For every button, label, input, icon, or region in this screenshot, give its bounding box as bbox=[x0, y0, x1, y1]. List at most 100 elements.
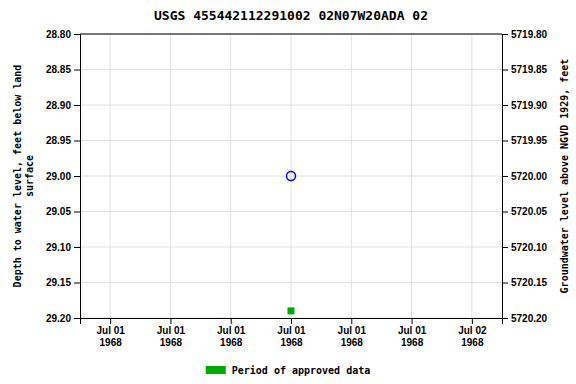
tick-label: Jul 011968 bbox=[398, 325, 427, 348]
tick-mark bbox=[291, 318, 292, 324]
tick-mark bbox=[74, 247, 80, 248]
title: USGS 455442112291002 02N07W20ADA 02 bbox=[154, 8, 428, 23]
tick-label: Jul 011968 bbox=[157, 325, 186, 348]
tick-label: 5719.80 bbox=[511, 29, 548, 40]
tick: 5720.20 bbox=[502, 313, 548, 324]
tick: 5719.80 bbox=[502, 29, 548, 40]
tick-label-line: Jul 02 bbox=[458, 325, 487, 336]
marks bbox=[287, 172, 296, 315]
grid-line bbox=[411, 34, 412, 318]
point bbox=[288, 307, 295, 314]
tick-mark bbox=[74, 212, 80, 213]
tick: 5720.10 bbox=[502, 242, 548, 253]
frame-line bbox=[80, 34, 502, 35]
tick-label: 28.85 bbox=[46, 64, 71, 75]
tick-label: Jul 011968 bbox=[96, 325, 125, 348]
tick-label: 28.95 bbox=[46, 135, 71, 146]
tick-mark bbox=[74, 34, 80, 35]
tick-mark bbox=[74, 176, 80, 177]
tick-mark bbox=[170, 318, 171, 324]
tick: Jul 011968 bbox=[96, 318, 125, 348]
tick-label: Jul 021968 bbox=[458, 325, 487, 348]
tick-label: 5720.05 bbox=[511, 206, 548, 217]
legend-item: Period of approved data bbox=[206, 365, 370, 376]
tick-mark bbox=[502, 283, 508, 284]
tick-label-line: Jul 01 bbox=[398, 325, 427, 336]
tick-label-line: Jul 01 bbox=[217, 325, 246, 336]
tick: 28.85 bbox=[46, 64, 80, 75]
tick-mark bbox=[412, 318, 413, 324]
tick: 29.00 bbox=[46, 171, 80, 182]
tick-mark bbox=[502, 212, 508, 213]
tick: Jul 011968 bbox=[277, 318, 306, 348]
tick-label-line: 1968 bbox=[401, 337, 424, 348]
tick-label-line: 1968 bbox=[160, 337, 183, 348]
tick-mark bbox=[110, 318, 111, 324]
tick: 5719.85 bbox=[502, 64, 548, 75]
tick-label-line: 1968 bbox=[341, 337, 364, 348]
legend-swatch bbox=[206, 366, 226, 374]
tick-mark bbox=[74, 141, 80, 142]
tick: 28.90 bbox=[46, 100, 80, 111]
tick-mark bbox=[502, 105, 508, 106]
tick-mark bbox=[74, 283, 80, 284]
tick-mark bbox=[502, 34, 508, 35]
tick-label: 29.00 bbox=[46, 171, 71, 182]
tick-mark bbox=[231, 318, 232, 324]
grid bbox=[80, 34, 502, 318]
tick-label-line: 1968 bbox=[280, 337, 303, 348]
tick-label: 28.80 bbox=[46, 29, 71, 40]
tick: 28.95 bbox=[46, 135, 80, 146]
tick-label-line: Jul 01 bbox=[277, 325, 306, 336]
tick-label: 29.20 bbox=[46, 313, 71, 324]
tick: Jul 011968 bbox=[398, 318, 427, 348]
tick: 29.05 bbox=[46, 206, 80, 217]
tick: 5720.15 bbox=[502, 277, 548, 288]
tick-label: 5720.00 bbox=[511, 171, 548, 182]
tick: 29.10 bbox=[46, 242, 80, 253]
grid-line bbox=[80, 34, 502, 35]
tick-label: 29.10 bbox=[46, 242, 71, 253]
tick-mark bbox=[351, 318, 352, 324]
y2-axis-label-line: Groundwater level above NGVD 1929, feet bbox=[559, 59, 570, 294]
tick-label: 5720.10 bbox=[511, 242, 548, 253]
legend: Period of approved data bbox=[206, 365, 370, 376]
tick: Jul 011968 bbox=[217, 318, 246, 348]
tick: Jul 021968 bbox=[458, 318, 487, 348]
tick-label: Jul 011968 bbox=[277, 325, 306, 348]
tick-mark bbox=[74, 70, 80, 71]
tick-label: 5720.15 bbox=[511, 277, 548, 288]
point bbox=[287, 172, 296, 181]
tick: 5720.00 bbox=[502, 171, 548, 182]
tick-mark bbox=[502, 176, 508, 177]
series bbox=[288, 307, 295, 314]
tick-label: 28.90 bbox=[46, 100, 71, 111]
tick-label-line: 1968 bbox=[461, 337, 484, 348]
tick-label: 5719.90 bbox=[511, 100, 548, 111]
tick-mark bbox=[502, 318, 508, 319]
tick-label-line: 1968 bbox=[100, 337, 123, 348]
legend-label: Period of approved data bbox=[232, 365, 370, 376]
tick-mark bbox=[472, 318, 473, 324]
tick: 29.20 bbox=[46, 313, 80, 324]
y-axis-label-line: surface bbox=[24, 155, 35, 197]
chart: Jul 011968Jul 011968Jul 011968Jul 011968… bbox=[0, 0, 576, 384]
series bbox=[287, 172, 296, 181]
tick-label-line: Jul 01 bbox=[338, 325, 367, 336]
tick-label: 29.05 bbox=[46, 206, 71, 217]
tick-label: 5719.95 bbox=[511, 135, 548, 146]
tick: 5719.95 bbox=[502, 135, 548, 146]
grid-line bbox=[230, 34, 231, 318]
tick-label: 29.15 bbox=[46, 277, 71, 288]
tick-mark bbox=[502, 70, 508, 71]
y2-axis-label: Groundwater level above NGVD 1929, feet bbox=[559, 59, 570, 294]
tick-mark bbox=[74, 318, 80, 319]
grid-line bbox=[471, 34, 472, 318]
tick-mark bbox=[502, 247, 508, 248]
tick-mark bbox=[74, 105, 80, 106]
tick: 5720.05 bbox=[502, 206, 548, 217]
plot: Jul 011968Jul 011968Jul 011968Jul 011968… bbox=[46, 29, 548, 348]
grid-line bbox=[351, 34, 352, 318]
tick: 28.80 bbox=[46, 29, 80, 40]
tick: 5719.90 bbox=[502, 100, 548, 111]
